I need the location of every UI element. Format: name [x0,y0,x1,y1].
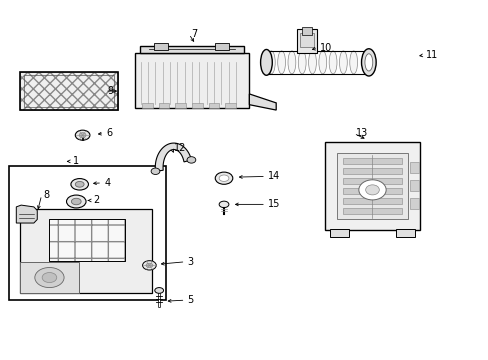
Polygon shape [16,205,37,223]
Bar [154,43,167,50]
Ellipse shape [35,267,64,288]
Ellipse shape [142,261,156,270]
Bar [159,103,169,108]
Bar [395,229,414,237]
Ellipse shape [71,198,81,205]
Bar [343,178,401,184]
Polygon shape [140,46,244,53]
Ellipse shape [318,51,326,74]
Ellipse shape [339,51,346,74]
Bar [297,30,316,53]
Bar [343,158,401,164]
Text: 9: 9 [107,86,113,96]
Ellipse shape [287,51,295,74]
Text: 5: 5 [187,295,193,305]
Ellipse shape [71,179,88,190]
Text: 8: 8 [43,190,50,200]
Bar [409,198,418,209]
Text: 6: 6 [106,129,112,138]
Text: 2: 2 [93,195,100,206]
Bar [343,208,401,214]
Bar [135,53,249,108]
Text: 11: 11 [425,50,437,60]
Ellipse shape [42,273,57,283]
Text: 13: 13 [355,129,367,138]
Ellipse shape [364,54,372,71]
Text: 3: 3 [187,257,193,267]
Bar [299,33,314,47]
Ellipse shape [155,288,163,293]
Ellipse shape [361,49,375,76]
Ellipse shape [66,195,86,208]
Bar [343,198,401,204]
Ellipse shape [277,51,285,74]
Ellipse shape [260,49,272,75]
Ellipse shape [298,51,305,74]
Ellipse shape [219,175,228,181]
Bar [20,72,118,110]
Bar [192,103,203,108]
Ellipse shape [79,133,86,138]
Text: 4: 4 [104,178,110,188]
Bar [225,103,236,108]
Bar [24,75,114,107]
Text: 12: 12 [173,143,186,153]
Bar [215,43,228,50]
Bar [343,168,401,174]
Text: 1: 1 [73,156,79,166]
Ellipse shape [146,263,153,267]
Bar [20,209,152,293]
Text: 7: 7 [190,29,197,39]
Bar [336,153,407,220]
Bar [20,262,79,293]
Text: 10: 10 [320,43,332,53]
Bar [49,220,125,261]
Ellipse shape [75,130,90,140]
Ellipse shape [349,51,357,74]
Text: 14: 14 [267,171,280,181]
Bar [208,103,219,108]
Ellipse shape [328,51,336,74]
Text: 15: 15 [267,199,280,210]
Ellipse shape [215,172,232,184]
Bar [343,188,401,194]
Polygon shape [155,143,191,171]
Bar [409,162,418,173]
Bar [409,180,418,191]
Bar [302,27,311,35]
Ellipse shape [308,51,316,74]
Bar [49,220,125,261]
Bar [329,229,348,237]
Ellipse shape [186,157,195,163]
Bar [20,72,118,110]
Ellipse shape [219,201,228,208]
Polygon shape [249,94,276,110]
Ellipse shape [267,51,275,74]
Ellipse shape [358,180,386,200]
Bar [142,103,153,108]
Ellipse shape [75,181,84,187]
Ellipse shape [365,185,379,195]
Ellipse shape [151,168,160,175]
Bar [9,166,165,300]
Bar [175,103,186,108]
Bar [325,142,419,230]
